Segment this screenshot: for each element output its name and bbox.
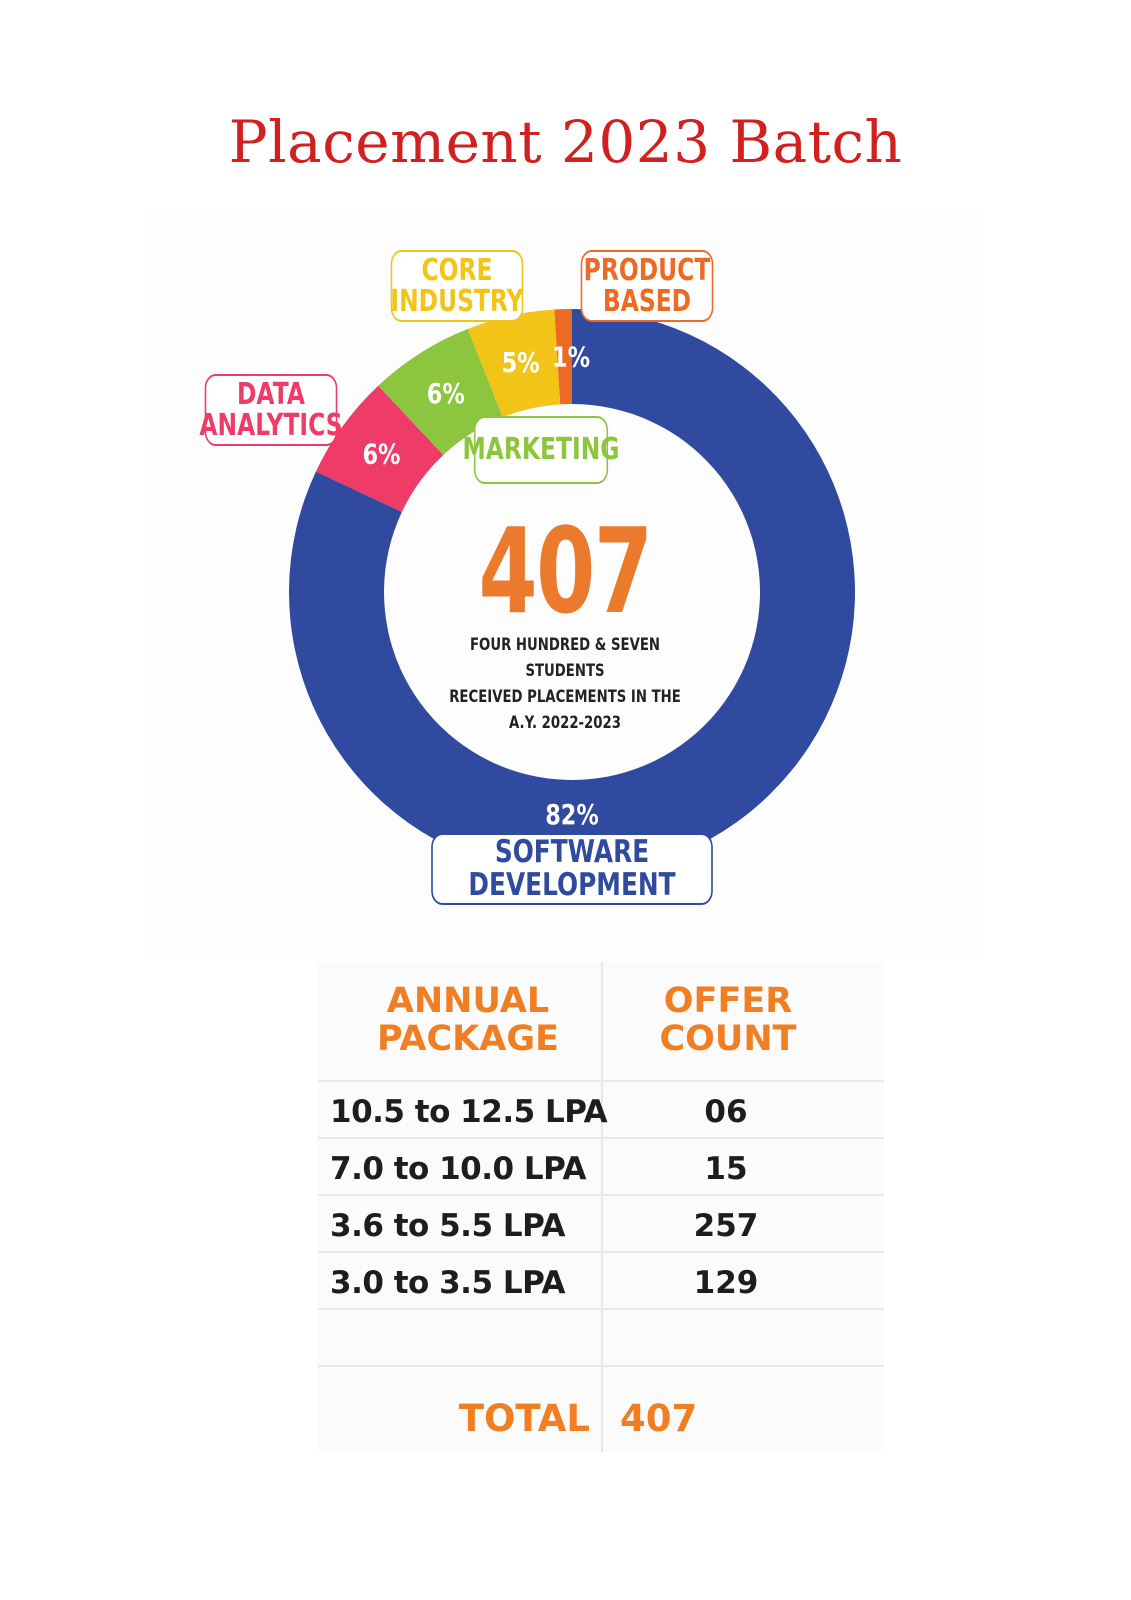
cell-package-range: 7.0 to 10.0 LPA [330, 1151, 587, 1187]
table-row: 10.5 to 12.5 LPA 06 [318, 1080, 884, 1139]
table-row [318, 1308, 884, 1367]
slice-label: 1% [552, 340, 590, 373]
total-label: TOTAL [458, 1397, 590, 1440]
slice-label: 82% [545, 797, 599, 830]
cell-offer-count: 257 [693, 1208, 759, 1244]
table-row-total-divider [318, 1365, 884, 1367]
slice-label: 6% [427, 377, 465, 410]
table-row: 3.6 to 5.5 LPA 257 [318, 1194, 884, 1253]
cell-package-range: 3.6 to 5.5 LPA [330, 1208, 565, 1244]
center-caption: FOUR HUNDRED & SEVEN STUDENTS RECEIVED P… [449, 635, 681, 733]
callout-core-industry: CORE INDUSTRY [390, 250, 524, 322]
callout-marketing: MARKETING [463, 416, 619, 484]
donut-chart: 1% 82% 6% 6% 5% [288, 309, 856, 875]
donut-slice-software-development [288, 309, 856, 875]
column-divider [601, 962, 603, 1452]
header-offer-count: OFFER COUNT [659, 981, 797, 1059]
donut-slice-data-analytics [315, 385, 444, 512]
center-total-value: 407 [478, 502, 652, 640]
cell-offer-count: 129 [693, 1265, 759, 1301]
callout-software-development: SOFTWARE DEVELOPMENT [431, 833, 713, 905]
header-annual-package: ANNUAL PACKAGE [376, 981, 560, 1059]
cell-offer-count: 15 [704, 1151, 748, 1187]
package-table: ANNUAL PACKAGE OFFER COUNT 10.5 to 12.5 … [318, 962, 884, 1452]
donut-slice-core-industry [467, 309, 561, 418]
callout-data-analytics: DATA ANALYTICS [199, 374, 343, 446]
donut-chart-panel: 1% 82% 6% 6% 5% CORE INDUSTRY PRODUCT BASED … [150, 212, 980, 957]
cell-offer-count: 06 [704, 1094, 748, 1130]
cell-package-range: 3.0 to 3.5 LPA [330, 1265, 565, 1301]
donut-slice-marketing [378, 328, 503, 455]
page-title: Placement 2023 Batch [228, 108, 903, 176]
table-row: 7.0 to 10.0 LPA 15 [318, 1137, 884, 1196]
callout-product-based: PRODUCT BASED [580, 250, 714, 322]
slice-label: 5% [502, 346, 540, 379]
cell-package-range: 10.5 to 12.5 LPA [330, 1094, 608, 1130]
table-row: 3.0 to 3.5 LPA 129 [318, 1251, 884, 1310]
donut-slice-product-based [554, 309, 572, 405]
slice-label: 6% [362, 437, 400, 470]
total-value: 407 [620, 1397, 698, 1440]
